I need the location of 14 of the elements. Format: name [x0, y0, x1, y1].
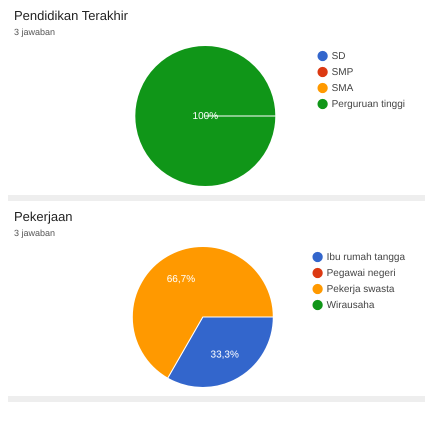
legend-label: Pekerja swasta: [326, 284, 395, 295]
text: 3 jawaban: [14, 228, 56, 238]
legend-label: Ibu rumah tangga: [326, 252, 406, 263]
chart-title: Pendidikan Terakhir: [14, 8, 129, 23]
legend-label: SD: [332, 50, 346, 62]
data-label: 33,3%: [210, 350, 239, 361]
text: 3 jawaban: [14, 27, 56, 37]
legend-label: Wirausaha: [326, 300, 375, 311]
legend-label: SMP: [332, 66, 354, 78]
data-label: 66,7%: [166, 274, 196, 285]
legend-label: Perguruan tinggi: [332, 98, 406, 110]
legend-label: SMA: [332, 82, 354, 94]
legend-label: Pegawai negeri: [326, 268, 396, 279]
chart-title: Pekerjaan: [14, 209, 74, 224]
